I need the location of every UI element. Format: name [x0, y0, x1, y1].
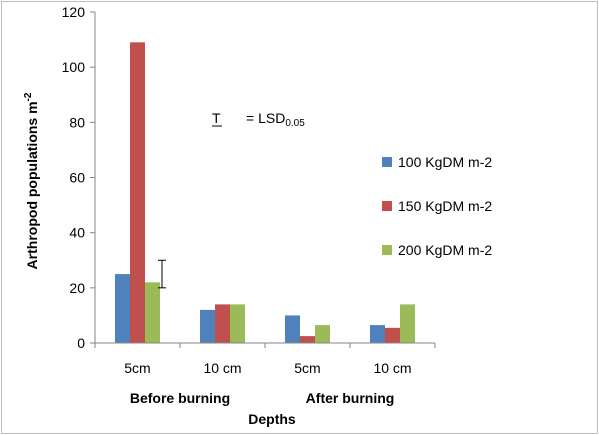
x-axis-ticks: [94, 343, 436, 348]
bar-3-2: [230, 304, 245, 343]
bar-2-2: [215, 304, 230, 343]
lsd-symbol: T: [212, 110, 221, 126]
legend: 100 KgDM m-2 150 KgDM m-2 200 KgDM m-2: [382, 154, 492, 258]
bar-2-4: [385, 327, 400, 343]
group-label: After burning: [306, 390, 395, 406]
y-axis-title: Arthropod populations m-2: [23, 92, 40, 269]
bar-3-3: [315, 325, 330, 343]
category-label: 5cm: [294, 360, 320, 376]
bar-2-1: [130, 42, 145, 343]
bar-1-4: [370, 325, 385, 343]
lsd-error-bar: [158, 259, 166, 289]
lsd-equals-text: = LSD: [246, 110, 285, 126]
category-label: 10 cm: [203, 360, 241, 376]
y-tick-label: 120: [62, 4, 86, 20]
y-tick-label: 0: [77, 335, 85, 351]
y-axis-title-superscript: -2: [23, 92, 34, 101]
y-tick-label: 20: [69, 280, 85, 296]
x-axis-title: Depths: [248, 411, 296, 427]
group-label: Before burning: [130, 390, 230, 406]
y-tick-label: 60: [69, 170, 85, 186]
category-label: 10 cm: [373, 360, 411, 376]
y-tick-label: 100: [62, 59, 86, 75]
bar-2-3: [300, 336, 315, 343]
legend-label-3: 200 KgDM m-2: [398, 242, 492, 258]
bar-1-1: [115, 274, 130, 343]
bars: [115, 42, 415, 343]
bar-1-2: [200, 309, 215, 343]
y-axis-ticks: 0 20 40 60 80 100 120: [62, 4, 95, 351]
y-tick-label: 40: [69, 225, 85, 241]
y-axis-title-text: Arthropod populations m: [24, 101, 40, 269]
legend-label-2: 150 KgDM m-2: [398, 198, 492, 214]
category-label: 5cm: [124, 360, 150, 376]
legend-swatch-3: [382, 245, 392, 255]
legend-swatch-2: [382, 201, 392, 211]
bar-3-1: [145, 282, 160, 343]
legend-swatch-1: [382, 157, 392, 167]
group-labels: Before burning After burning: [130, 390, 395, 406]
y-tick-label: 80: [69, 114, 85, 130]
bar-1-3: [285, 315, 300, 343]
lsd-subscript: 0.05: [285, 118, 305, 129]
bar-3-4: [400, 304, 415, 343]
legend-label-1: 100 KgDM m-2: [398, 154, 492, 170]
lsd-annotation: T = LSD0.05: [212, 110, 305, 129]
category-labels: 5cm 10 cm 5cm 10 cm: [124, 360, 411, 376]
lsd-annotation-text: = LSD0.05: [246, 110, 305, 129]
